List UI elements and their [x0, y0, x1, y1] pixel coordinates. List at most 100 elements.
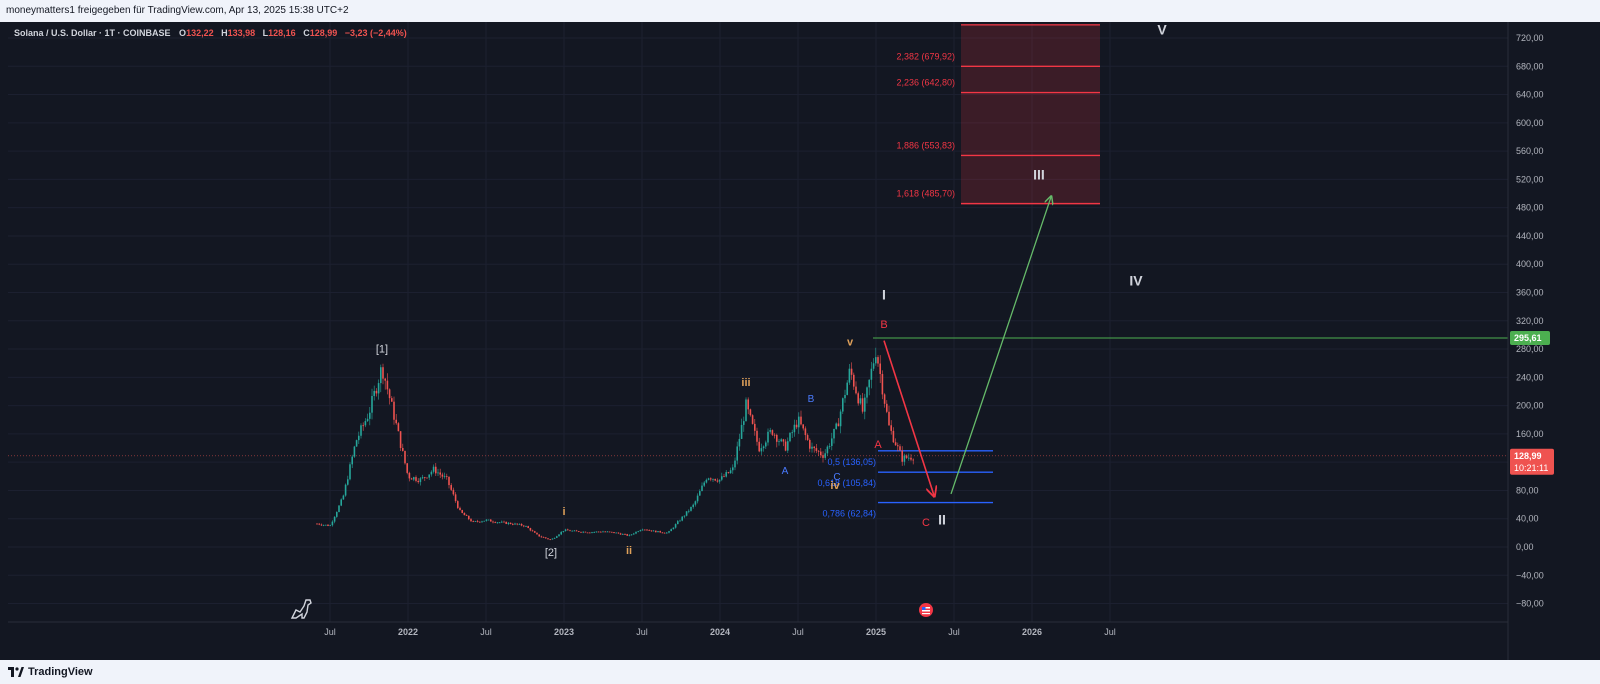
y-tick-label: 560,00 — [1516, 146, 1544, 156]
candle-body — [498, 522, 501, 524]
candle-body — [551, 538, 554, 540]
chart-area[interactable]: 2,382 (679,92) 2,236 (642,80) 1,886 (553,8… — [8, 21, 1592, 660]
candle-body — [804, 428, 807, 436]
candle-body — [384, 378, 386, 381]
candle-body — [380, 367, 382, 384]
candle-body — [490, 519, 492, 522]
candle-body — [391, 398, 393, 402]
candle-body — [364, 421, 367, 426]
candle-body — [674, 524, 677, 528]
candle-body — [520, 523, 523, 526]
candle-body — [600, 531, 602, 533]
candle-body — [534, 531, 536, 533]
wave-label: [1] — [376, 344, 388, 356]
wave-label: IV — [1129, 272, 1143, 288]
fib-levels: 2,382 (679,92) 2,236 (642,80) 1,886 (553,8… — [817, 24, 1508, 519]
candle-body — [531, 530, 534, 532]
candle-body — [868, 379, 870, 388]
x-tick-label: 2024 — [710, 627, 730, 637]
candle-body — [509, 522, 512, 524]
candle-body — [650, 530, 653, 532]
candle-body — [635, 531, 637, 534]
x-tick-label: Jul — [1104, 627, 1116, 637]
candle-body — [338, 505, 340, 513]
countdown-label: 10:21:11 — [1514, 463, 1548, 473]
fib-upper-label: 2,236 (642,80) — [896, 78, 955, 88]
candle-body — [663, 532, 666, 534]
y-tick-label: 280,00 — [1516, 344, 1544, 354]
candle-body — [542, 537, 545, 538]
y-tick-label: 360,00 — [1516, 288, 1544, 298]
candle-body — [842, 398, 844, 412]
share-header: moneymatters1 freigegeben für TradingVie… — [0, 0, 1600, 22]
candle-body — [492, 521, 494, 523]
candle-body — [802, 424, 804, 429]
candle-body — [793, 424, 796, 433]
candle-body — [782, 439, 785, 442]
us-flag-event-icon[interactable] — [919, 603, 933, 617]
candle-body — [408, 472, 411, 479]
candle-body — [578, 531, 580, 532]
fib-lower-label: 0,5 (136,05) — [827, 457, 876, 467]
candle-body — [736, 446, 738, 461]
candle-body — [483, 520, 485, 522]
candle-body — [347, 479, 349, 485]
candle-body — [844, 394, 846, 399]
candle-body — [892, 430, 895, 443]
x-tick-label: Jul — [948, 627, 960, 637]
candle-body — [430, 471, 433, 475]
fib-lower-label: 0,786 (62,84) — [822, 509, 876, 519]
candle-body — [406, 463, 408, 473]
candle-body — [899, 446, 901, 451]
candle-body — [606, 531, 609, 533]
candle-body — [758, 441, 760, 452]
target-price-tag — [1510, 331, 1550, 346]
dinosaur-icon[interactable] — [290, 599, 312, 619]
candle-body — [630, 534, 633, 536]
y-tick-label: 160,00 — [1516, 429, 1544, 439]
candle-body — [503, 521, 505, 523]
candle-body — [322, 524, 325, 526]
candle-body — [318, 523, 320, 525]
y-axis[interactable]: 720,00 680,00 640,00 600,00 560,00 520,00 480,… — [1507, 22, 1592, 660]
candle-body — [771, 430, 774, 435]
candle-body — [738, 438, 741, 447]
candle-body — [626, 534, 628, 536]
candle-body — [481, 521, 483, 523]
tradingview-logo-icon — [8, 667, 24, 677]
candle-body — [446, 476, 448, 477]
price-chart[interactable]: 2,382 (679,92) 2,236 (642,80) 1,886 (553,8… — [8, 21, 1592, 660]
wave-label: A — [874, 439, 882, 451]
x-tick-label: Jul — [792, 627, 804, 637]
candle-body — [857, 393, 859, 404]
tradingview-logo[interactable]: TradingView — [0, 660, 93, 684]
candle-body — [404, 450, 406, 464]
candle-body — [472, 521, 474, 523]
wave-label: B — [880, 319, 887, 331]
candle-body — [639, 530, 642, 532]
candle-body — [633, 533, 635, 535]
candle-body — [360, 425, 362, 436]
down-arrow — [883, 340, 934, 496]
candle-body — [562, 530, 565, 532]
candle-body — [325, 524, 327, 526]
candle-body — [886, 403, 888, 412]
x-axis[interactable]: Jul 2022 Jul 2023 Jul 2024 Jul 2025 Jul 2026 Jul — [8, 621, 1508, 637]
candle-body — [897, 445, 899, 447]
candle-body — [388, 389, 391, 399]
wave-label: iii — [741, 377, 750, 389]
current-price-label: 128,99 — [1514, 451, 1542, 461]
brand-name: TradingView — [28, 666, 93, 678]
candle-body — [881, 373, 884, 395]
candle-body — [778, 441, 780, 443]
candle-body — [883, 394, 886, 404]
candle-body — [727, 472, 730, 474]
candle-body — [540, 536, 543, 538]
candle-body — [353, 446, 356, 457]
candle-body — [685, 511, 688, 516]
candle-body — [853, 374, 855, 387]
candle-body — [362, 425, 364, 427]
candle-body — [657, 531, 659, 533]
share-text: moneymatters1 freigegeben für TradingVie… — [6, 5, 349, 16]
candle-body — [710, 478, 712, 480]
